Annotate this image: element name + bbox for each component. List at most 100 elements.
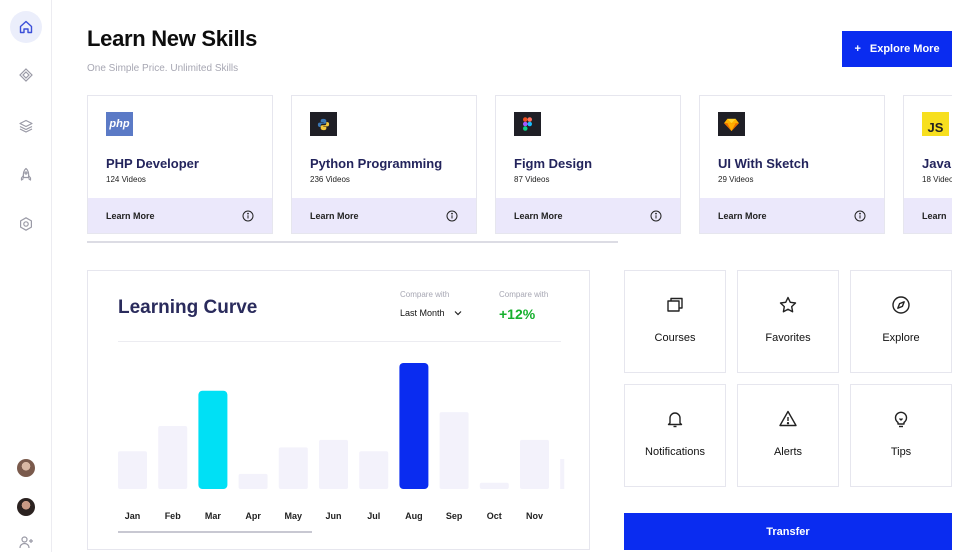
month-label: Nov	[526, 511, 543, 521]
carousel-scrollbar[interactable]	[87, 241, 618, 243]
course-video-count: 29 Videos	[718, 175, 754, 184]
avatar[interactable]	[17, 498, 35, 516]
compare-label: Compare with	[499, 290, 549, 299]
course-video-count: 236 Videos	[310, 175, 350, 184]
learn-more-link[interactable]: Learn More	[514, 210, 563, 221]
explore-more-button[interactable]: + Explore More	[842, 31, 952, 67]
bar-feb[interactable]	[158, 426, 188, 489]
learn-more-link[interactable]: Learn More	[106, 210, 155, 221]
python-logo	[310, 112, 337, 136]
course-card[interactable]: php PHP Developer 124 Videos Learn More	[87, 95, 273, 234]
bell-icon	[667, 412, 683, 428]
bar-apr[interactable]	[238, 473, 268, 489]
add-user-button[interactable]	[10, 531, 42, 552]
month-label: Feb	[165, 511, 182, 521]
tips-tile[interactable]: Tips	[850, 384, 952, 487]
month-label: May	[285, 511, 303, 521]
warning-icon	[779, 410, 797, 427]
course-name: Java	[922, 156, 951, 171]
course-card[interactable]: Python Programming 236 Videos Learn More	[291, 95, 477, 234]
bar-mar[interactable]	[198, 390, 228, 489]
course-footer: Learn More	[700, 198, 884, 233]
python-icon	[317, 118, 330, 130]
info-icon[interactable]	[650, 210, 662, 222]
js-logo: JS	[922, 112, 949, 136]
course-name: Figm Design	[514, 156, 593, 171]
bar-sep[interactable]	[439, 412, 469, 489]
course-card[interactable]: Figm Design 87 Videos Learn More	[495, 95, 681, 234]
month-label: Oct	[487, 511, 502, 521]
sidebar-item-diamond[interactable]	[10, 59, 42, 91]
chart-scrollbar[interactable]	[118, 531, 312, 533]
bar-oct[interactable]	[479, 482, 509, 489]
course-footer: Learn More	[88, 198, 272, 233]
transfer-button[interactable]: Transfer	[624, 513, 952, 550]
sidebar-item-settings[interactable]	[10, 208, 42, 240]
course-carousel: php PHP Developer 124 Videos Learn More …	[87, 95, 952, 235]
add-user-icon	[19, 536, 33, 549]
sidebar-item-layers[interactable]	[10, 110, 42, 142]
bar-nov[interactable]	[520, 439, 549, 489]
month-label: Aug	[405, 511, 423, 521]
compass-icon	[892, 296, 910, 314]
lightbulb-icon	[894, 411, 908, 428]
course-name: UI With Sketch	[718, 156, 809, 171]
month-label: Jun	[325, 511, 341, 521]
info-icon[interactable]	[242, 210, 254, 222]
compare-change-value: +12%	[499, 306, 536, 322]
info-icon[interactable]	[854, 210, 866, 222]
compare-period-value: Last Month	[400, 308, 445, 318]
month-label: Sep	[446, 511, 463, 521]
divider	[118, 341, 561, 342]
learning-curve-panel: Learning Curve Compare with Last Month C…	[87, 270, 590, 550]
home-icon	[19, 20, 33, 34]
bar-jan[interactable]	[118, 451, 147, 489]
sketch-icon	[724, 118, 739, 131]
tile-label: Tips	[890, 446, 912, 458]
learn-more-link[interactable]: Learn More	[718, 210, 767, 221]
learning-curve-chart: Jan Feb Mar Apr May Jun Jul Aug Sep Oct Nov	[118, 363, 565, 533]
courses-tile[interactable]: Courses	[624, 270, 726, 373]
learn-more-link[interactable]: Learn More	[310, 210, 359, 221]
month-label: Mar	[205, 511, 222, 521]
notifications-tile[interactable]: Notifications	[624, 384, 726, 487]
courses-icon	[667, 297, 683, 312]
course-card[interactable]: UI With Sketch 29 Videos Learn More	[699, 95, 885, 234]
bar-jul[interactable]	[359, 451, 389, 489]
figma-logo	[514, 112, 541, 136]
sketch-logo	[718, 112, 745, 136]
tile-label: Favorites	[765, 332, 811, 344]
tile-label: Explore	[882, 332, 920, 344]
plus-icon: +	[854, 43, 861, 55]
course-footer: Learn More	[292, 198, 476, 233]
course-video-count: 18 Videos	[922, 175, 952, 184]
bar-aug[interactable]	[399, 363, 429, 489]
month-label: Jan	[125, 511, 141, 521]
bar-may[interactable]	[278, 447, 308, 489]
learning-curve-title: Learning Curve	[118, 297, 258, 318]
explore-more-label: Explore More	[869, 43, 940, 55]
explore-tile[interactable]: Explore	[850, 270, 952, 373]
figma-icon	[523, 117, 532, 131]
avatar[interactable]	[17, 459, 35, 477]
chevron-down-icon	[454, 311, 461, 316]
compare-period-select[interactable]: Last Month	[400, 308, 463, 318]
course-card[interactable]: JS Java 18 Videos Learn	[903, 95, 952, 234]
star-icon	[779, 296, 797, 313]
course-name: Python Programming	[310, 156, 443, 171]
bar-jun[interactable]	[319, 439, 348, 489]
alerts-tile[interactable]: Alerts	[737, 384, 839, 487]
tile-label: Courses	[654, 332, 696, 344]
info-icon[interactable]	[446, 210, 458, 222]
sidebar-item-rocket[interactable]	[10, 159, 42, 191]
page-subtitle: One Simple Price. Unlimited Skills	[87, 63, 239, 74]
course-video-count: 124 Videos	[106, 175, 146, 184]
learn-more-link[interactable]: Learn	[922, 210, 947, 221]
sidebar	[0, 0, 52, 552]
layers-icon	[19, 119, 33, 133]
course-video-count: 87 Videos	[514, 175, 550, 184]
tile-label: Notifications	[645, 446, 705, 458]
favorites-tile[interactable]: Favorites	[737, 270, 839, 373]
course-footer: Learn More	[496, 198, 680, 233]
sidebar-item-home[interactable]	[10, 11, 42, 43]
